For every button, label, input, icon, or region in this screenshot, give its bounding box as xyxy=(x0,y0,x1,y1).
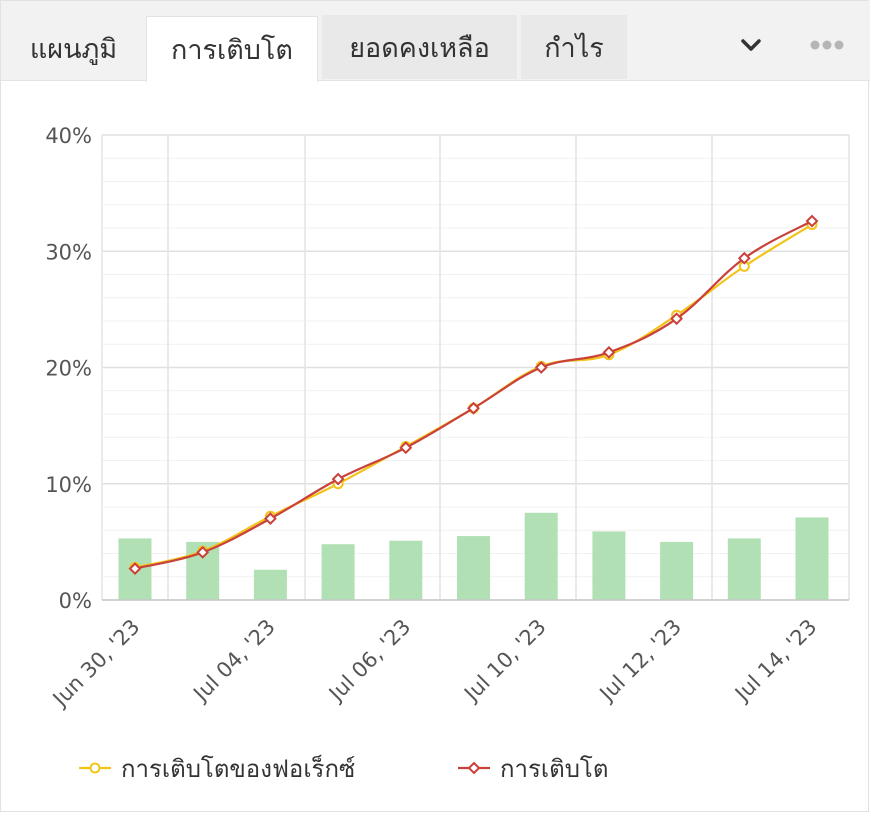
volume-bar xyxy=(524,512,558,600)
tab-bar: แผนภูมิ การเติบโต ยอดคงเหลือ กำไร xyxy=(1,1,870,82)
series-line-growth xyxy=(134,220,813,570)
y-tick-label: 20% xyxy=(45,357,92,381)
data-point-growth xyxy=(670,312,684,326)
volume-bar xyxy=(660,541,694,600)
data-point-growth xyxy=(263,512,277,526)
series-line-forex-growth xyxy=(134,223,813,569)
legend-growth-marker xyxy=(467,761,481,775)
tab-chart[interactable]: แผนภูมิ xyxy=(1,15,146,81)
y-tick-label: 40% xyxy=(45,124,92,148)
volume-bar xyxy=(795,517,829,600)
dropdown-button[interactable] xyxy=(729,23,773,67)
data-point-growth xyxy=(467,401,480,415)
more-dots-icon xyxy=(810,40,844,50)
tab-growth-label: การเติบโต xyxy=(171,35,293,66)
volume-bar xyxy=(389,540,423,600)
tab-balance[interactable]: ยอดคงเหลือ xyxy=(322,15,517,79)
growth-chart: 0% 10% 20% 30% 40% Jun 30, '23 Jul 04, '23 Jul … xyxy=(45,124,850,783)
x-tick-label: Jul 04, '23 xyxy=(188,615,280,707)
volume-bar xyxy=(727,538,761,600)
tab-balance-label: ยอดคงเหลือ xyxy=(349,32,490,64)
data-point-growth xyxy=(196,545,210,559)
x-tick-label: Jul 14, '23 xyxy=(729,615,821,707)
volume-bar xyxy=(457,536,490,600)
x-tick-label: Jul 12, '23 xyxy=(594,615,686,707)
data-point-growth xyxy=(602,345,616,359)
volume-bar xyxy=(321,544,355,600)
data-point-growth xyxy=(331,472,345,486)
x-tick-label: Jul 10, '23 xyxy=(458,615,550,707)
x-tick-label: Jul 06, '23 xyxy=(323,615,415,707)
y-tick-label: 0% xyxy=(59,589,92,613)
data-point-growth xyxy=(128,562,142,576)
x-tick-label: Jun 30, '23 xyxy=(47,615,145,713)
y-tick-label: 10% xyxy=(45,473,92,497)
y-tick-label: 30% xyxy=(45,240,92,264)
chevron-down-icon xyxy=(741,39,761,51)
data-point-growth xyxy=(805,214,819,228)
tab-profit[interactable]: กำไร xyxy=(521,15,627,79)
tab-growth[interactable]: การเติบโต xyxy=(146,16,318,82)
tab-profit-label: กำไร xyxy=(544,32,604,64)
legend-forex-growth-marker xyxy=(89,762,101,774)
data-point-growth xyxy=(399,441,413,455)
legend-growth-label: การเติบโต xyxy=(500,755,608,783)
data-point-growth xyxy=(534,361,548,374)
more-button[interactable] xyxy=(805,23,849,67)
volume-bar xyxy=(253,569,287,600)
data-point-growth xyxy=(737,251,751,265)
legend-forex-growth-label: การเติบโตของฟอเร็กซ์ xyxy=(121,754,355,783)
tab-chart-label: แผนภูมิ xyxy=(29,33,118,65)
volume-bar xyxy=(592,531,626,600)
chart-area: 0% 10% 20% 30% 40% Jun 30, '23 Jul 04, '23 Jul … xyxy=(1,82,870,812)
